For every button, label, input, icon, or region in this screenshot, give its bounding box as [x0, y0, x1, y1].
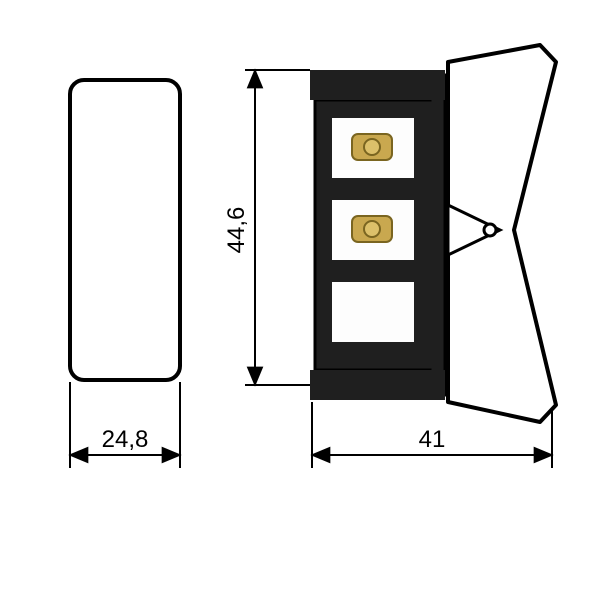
technical-drawing: 44,6 24,8 [0, 0, 600, 600]
terminal-bottom [352, 216, 392, 242]
side-view [310, 45, 556, 468]
front-view [70, 80, 180, 468]
dim-width-front-label: 24,8 [102, 426, 149, 453]
terminal-top [352, 134, 392, 160]
dim-width-side-label: 41 [419, 426, 446, 453]
dim-height-label: 44,6 [223, 207, 250, 254]
dimension-width-front: 24,8 [70, 426, 180, 455]
dimension-height: 44,6 [223, 70, 310, 385]
dimension-width-side: 41 [312, 426, 552, 455]
